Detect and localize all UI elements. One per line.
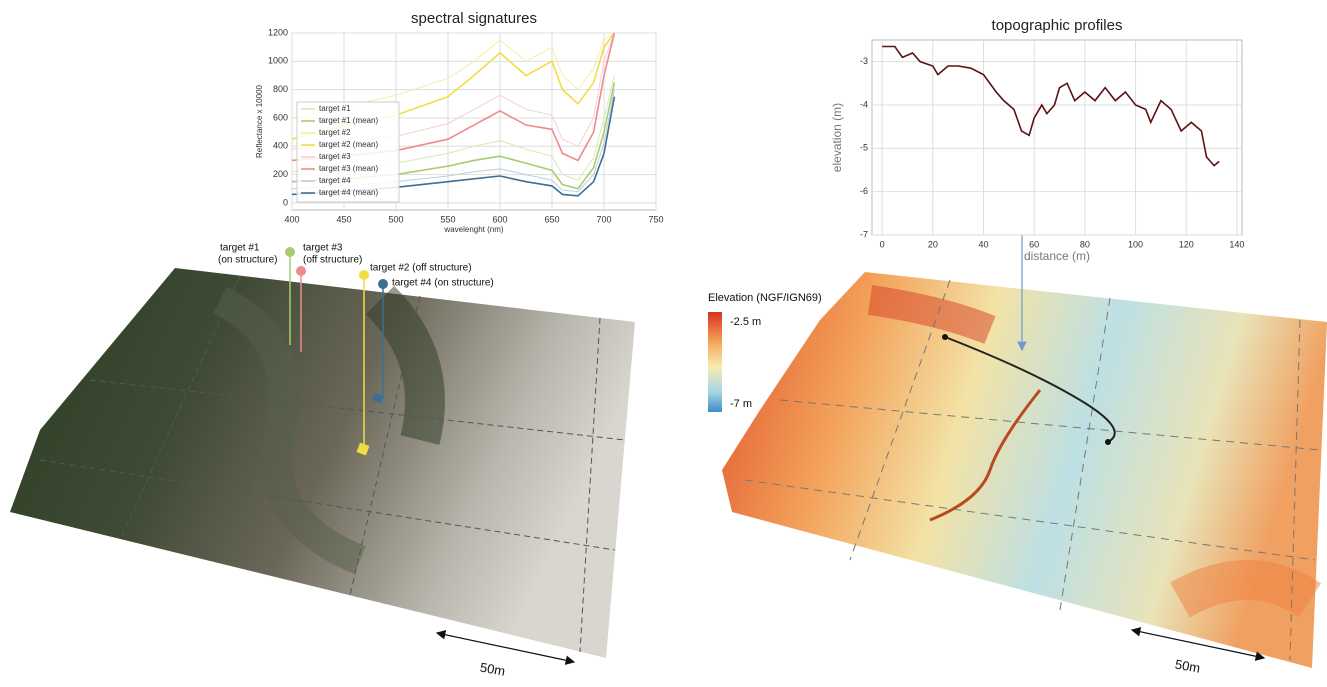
- y-axis-label: Reflectance x 10000: [255, 84, 264, 157]
- scale-label: 50m: [1174, 657, 1202, 676]
- x-tick-label: 60: [1029, 239, 1039, 249]
- x-tick-label: 750: [648, 214, 663, 224]
- scale-label: 50m: [479, 660, 507, 679]
- x-tick-label: 550: [440, 214, 455, 224]
- scene-label: target #1: [220, 243, 260, 254]
- x-tick-label: 500: [388, 214, 403, 224]
- x-tick-label: 600: [492, 214, 507, 224]
- y-tick-label: 600: [273, 112, 288, 122]
- plot-area: [871, 39, 1243, 236]
- colorbar-max: -2.5 m: [730, 316, 761, 328]
- y-tick-label: -7: [860, 229, 868, 239]
- dem-scene: Elevation (NGF/IGN69) -2.5 m -7 m 50m: [708, 144, 1327, 676]
- y-tick-label: -6: [860, 186, 868, 196]
- chart-title: topographic profiles: [992, 17, 1123, 34]
- legend-label: target #4 (mean): [319, 188, 378, 197]
- optical-scene: target #1 (on structure) target #3 (off …: [10, 243, 635, 679]
- y-tick-label: 800: [273, 84, 288, 94]
- x-tick-label: 80: [1080, 239, 1090, 249]
- x-tick-label: 700: [596, 214, 611, 224]
- scene-label: (off structure): [303, 255, 362, 266]
- legend-label: target #1 (mean): [319, 116, 378, 125]
- y-tick-label: 1200: [268, 27, 288, 37]
- scene-label: (on structure): [218, 255, 277, 266]
- x-tick-label: 100: [1128, 239, 1143, 249]
- series-line: [882, 45, 1220, 167]
- x-tick-label: 120: [1179, 239, 1194, 249]
- scene-label: target #3: [303, 243, 343, 254]
- y-tick-label: 200: [273, 169, 288, 179]
- chart-title: spectral signatures: [411, 10, 537, 27]
- x-tick-label: 650: [544, 214, 559, 224]
- x-axis-label: distance (m): [1024, 249, 1090, 263]
- y-tick-label: 1000: [268, 56, 288, 66]
- scene-label: target #4 (on structure): [392, 278, 494, 289]
- legend-label: target #2 (mean): [319, 140, 378, 149]
- legend-label: target #1: [319, 104, 351, 113]
- y-tick-label: -3: [860, 56, 868, 66]
- x-tick-label: 20: [928, 239, 938, 249]
- y-axis-label: elevation (m): [830, 103, 844, 172]
- y-tick-label: -4: [860, 99, 868, 109]
- legend-box: [296, 101, 400, 203]
- scene-label: target #2 (off structure): [370, 263, 472, 274]
- legend-label: target #2: [319, 128, 351, 137]
- y-tick-label: -5: [860, 143, 868, 153]
- legend-label: target #3 (mean): [319, 164, 378, 173]
- x-axis-label: wavelenght (nm): [443, 225, 503, 234]
- legend-label: target #4: [319, 176, 351, 185]
- colorbar-min: -7 m: [730, 398, 752, 410]
- x-tick-label: 450: [336, 214, 351, 224]
- x-tick-label: 400: [284, 214, 299, 224]
- x-tick-label: 140: [1229, 239, 1244, 249]
- series-line: [291, 32, 615, 119]
- y-tick-label: 400: [273, 141, 288, 151]
- y-tick-label: 0: [283, 197, 288, 207]
- legend-label: target #3: [319, 152, 351, 161]
- x-tick-label: 0: [880, 239, 885, 249]
- colorbar-title: Elevation (NGF/IGN69): [708, 292, 822, 304]
- x-tick-label: 40: [978, 239, 988, 249]
